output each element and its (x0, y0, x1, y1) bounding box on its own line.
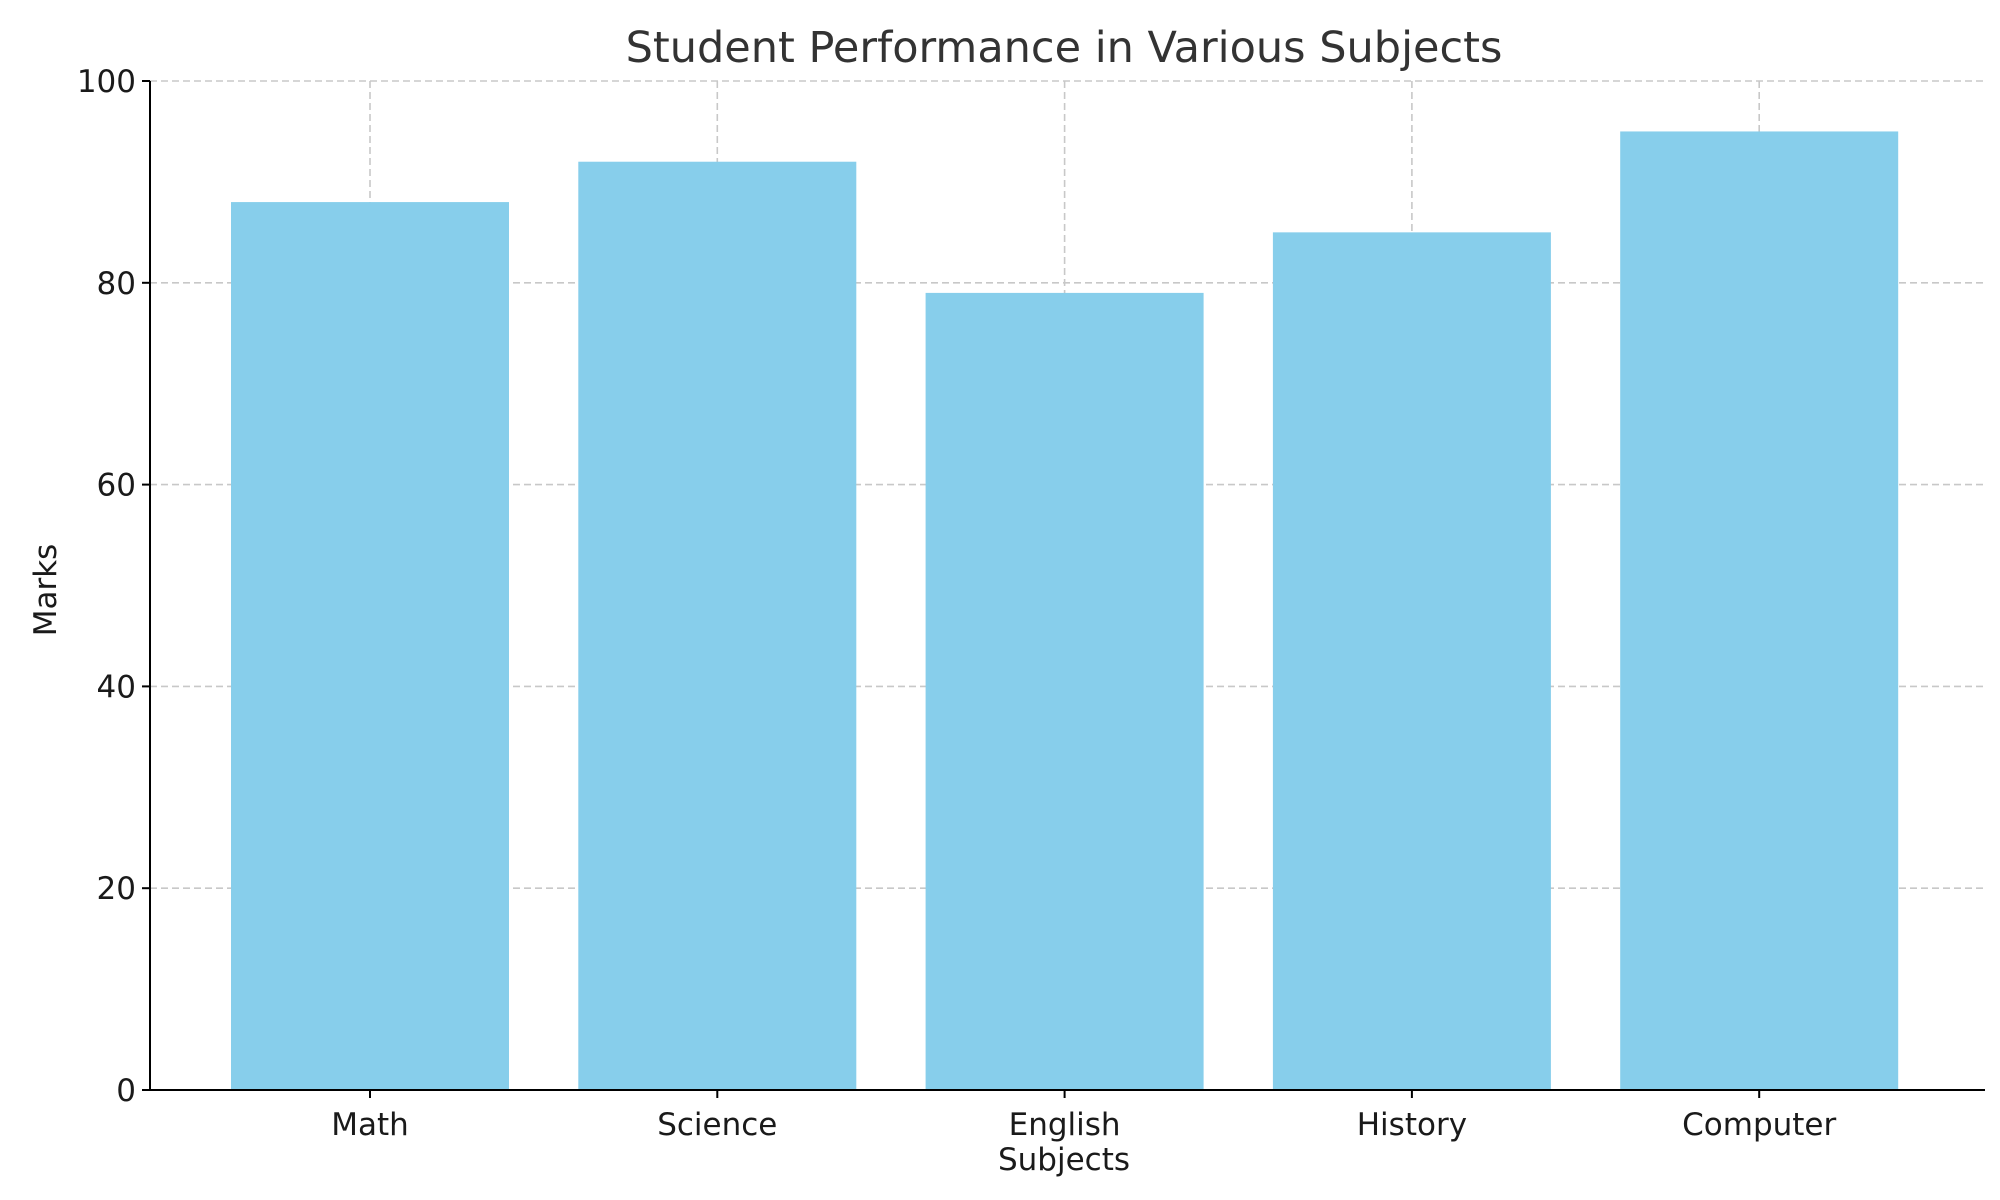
x-tick-label: English (1009, 1107, 1121, 1143)
bar-science (578, 161, 857, 1091)
y-tick-label: 0 (116, 1073, 136, 1109)
bar-math (231, 202, 509, 1090)
bar-computer (1620, 131, 1899, 1090)
x-tick-label: History (1357, 1107, 1467, 1143)
y-tick-label: 100 (77, 64, 136, 100)
ticks-layer: 0 20 40 60 80 100 Math Science English History Com… (77, 64, 1837, 1143)
y-tick-label: 80 (97, 266, 136, 302)
x-tick-label: Computer (1682, 1107, 1836, 1143)
bar-english (925, 292, 1204, 1090)
y-axis-title: Marks (28, 544, 64, 637)
y-tick-label: 60 (97, 468, 136, 504)
bars-layer (231, 131, 1899, 1091)
bar-history (1272, 232, 1551, 1091)
y-tick-label: 40 (97, 669, 136, 705)
chart-title: Student Performance in Various Subjects (626, 23, 1503, 73)
x-axis-title: Subjects (998, 1142, 1130, 1178)
x-tick-label: Math (331, 1107, 409, 1143)
axes-layer (149, 81, 1985, 1091)
y-tick-label: 20 (97, 871, 136, 907)
x-tick-label: Science (657, 1107, 777, 1143)
